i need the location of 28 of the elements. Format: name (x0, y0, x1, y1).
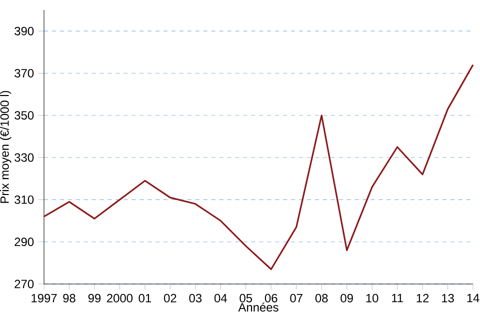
x-tick-label: 01 (138, 294, 152, 302)
x-tick-label: 03 (189, 294, 202, 302)
x-tick-label: 07 (290, 294, 302, 302)
x-tick-label: 13 (442, 294, 454, 302)
y-tick-label: 290 (14, 238, 34, 246)
x-tick-label: 11 (392, 294, 403, 302)
x-tick-label: 99 (88, 294, 101, 302)
line-series (43, 64, 474, 270)
x-axis-title: Années (238, 302, 278, 312)
x-tick-label: 02 (164, 294, 176, 302)
y-tick-label: 270 (14, 280, 34, 288)
x-tick-label: 06 (264, 294, 278, 302)
x-tick-label: 1997 (32, 294, 57, 302)
x-tick-label: 12 (416, 294, 429, 302)
x-tick-label: 04 (214, 294, 227, 302)
y-tick-label: 310 (14, 195, 34, 204)
y-axis-title: Prix moyen (€/1000 l) (0, 90, 12, 203)
y-tick-label: 350 (14, 111, 34, 120)
y-tick-label: 330 (14, 153, 34, 162)
x-tick-label: 10 (366, 294, 378, 302)
x-tick-label: 09 (340, 294, 353, 302)
x-tick-label: 2000 (107, 294, 133, 302)
x-tick-label: 08 (315, 294, 328, 302)
x-tick-label: 14 (467, 294, 480, 302)
x-tick-label: 05 (240, 294, 252, 302)
y-tick-label: 370 (14, 68, 34, 78)
y-tick-label: 390 (14, 26, 34, 36)
x-tick-label: 98 (63, 294, 76, 302)
